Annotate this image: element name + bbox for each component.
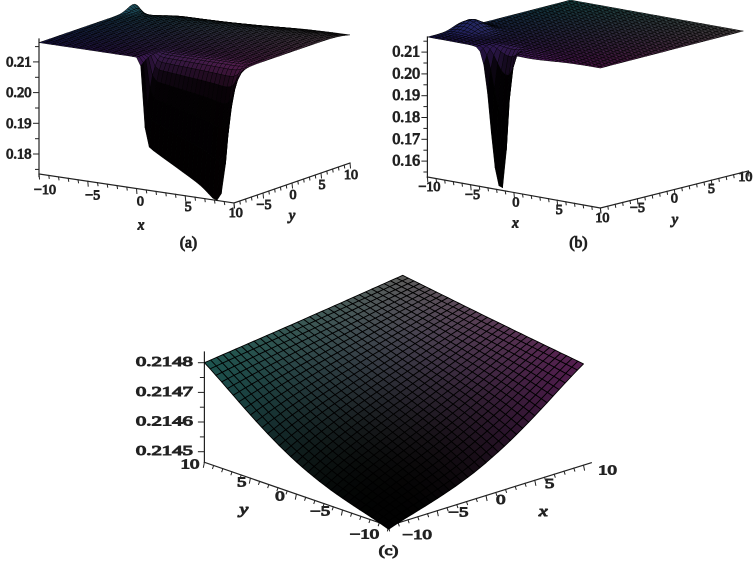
svg-text:0: 0: [275, 489, 284, 504]
svg-text:0.2145: 0.2145: [136, 443, 193, 458]
svg-text:5: 5: [319, 178, 326, 193]
svg-text:0.17: 0.17: [392, 131, 420, 148]
svg-text:−10: −10: [350, 527, 379, 542]
svg-text:−5: −5: [465, 188, 480, 203]
svg-text:10: 10: [229, 206, 243, 221]
svg-text:0: 0: [512, 196, 519, 211]
svg-text:−10: −10: [403, 528, 432, 543]
svg-text:−10: −10: [34, 183, 56, 198]
svg-text:0: 0: [496, 493, 505, 508]
svg-text:y: y: [670, 212, 679, 228]
svg-text:(c): (c): [379, 544, 398, 559]
svg-text:−5: −5: [257, 198, 272, 213]
svg-text:0.2148: 0.2148: [136, 354, 193, 369]
svg-text:x: x: [538, 503, 548, 519]
svg-text:10: 10: [344, 168, 358, 183]
svg-text:y: y: [237, 501, 248, 517]
svg-text:10: 10: [598, 463, 617, 478]
svg-text:10: 10: [595, 211, 609, 226]
svg-text:10: 10: [738, 170, 752, 185]
svg-text:0.2147: 0.2147: [136, 384, 193, 399]
svg-text:5: 5: [556, 203, 563, 218]
svg-text:−5: −5: [448, 505, 468, 520]
svg-text:0.2146: 0.2146: [136, 413, 193, 428]
svg-text:0: 0: [290, 188, 297, 203]
svg-text:10: 10: [181, 457, 200, 472]
svg-text:5: 5: [708, 182, 715, 197]
svg-text:−5: −5: [630, 201, 645, 216]
svg-text:5: 5: [237, 475, 246, 490]
svg-text:−5: −5: [310, 504, 330, 519]
svg-text:−5: −5: [85, 189, 100, 204]
svg-text:y: y: [287, 208, 296, 224]
svg-text:−10: −10: [418, 180, 440, 195]
svg-text:0.20: 0.20: [392, 65, 420, 82]
svg-text:0.20: 0.20: [6, 85, 31, 101]
svg-text:0.21: 0.21: [392, 44, 420, 61]
svg-text:0.18: 0.18: [6, 147, 31, 163]
svg-text:0: 0: [671, 192, 678, 207]
svg-text:5: 5: [185, 200, 192, 215]
svg-text:0: 0: [137, 194, 144, 209]
svg-text:0.19: 0.19: [6, 116, 31, 132]
svg-text:5: 5: [545, 477, 554, 492]
svg-text:0.16: 0.16: [392, 153, 420, 170]
svg-text:0.19: 0.19: [392, 87, 420, 104]
svg-text:(a): (a): [180, 235, 197, 252]
svg-text:x: x: [137, 218, 145, 234]
svg-text:0.21: 0.21: [6, 54, 31, 70]
svg-text:(b): (b): [569, 235, 587, 252]
svg-text:x: x: [511, 216, 519, 232]
svg-text:0.18: 0.18: [392, 109, 420, 126]
